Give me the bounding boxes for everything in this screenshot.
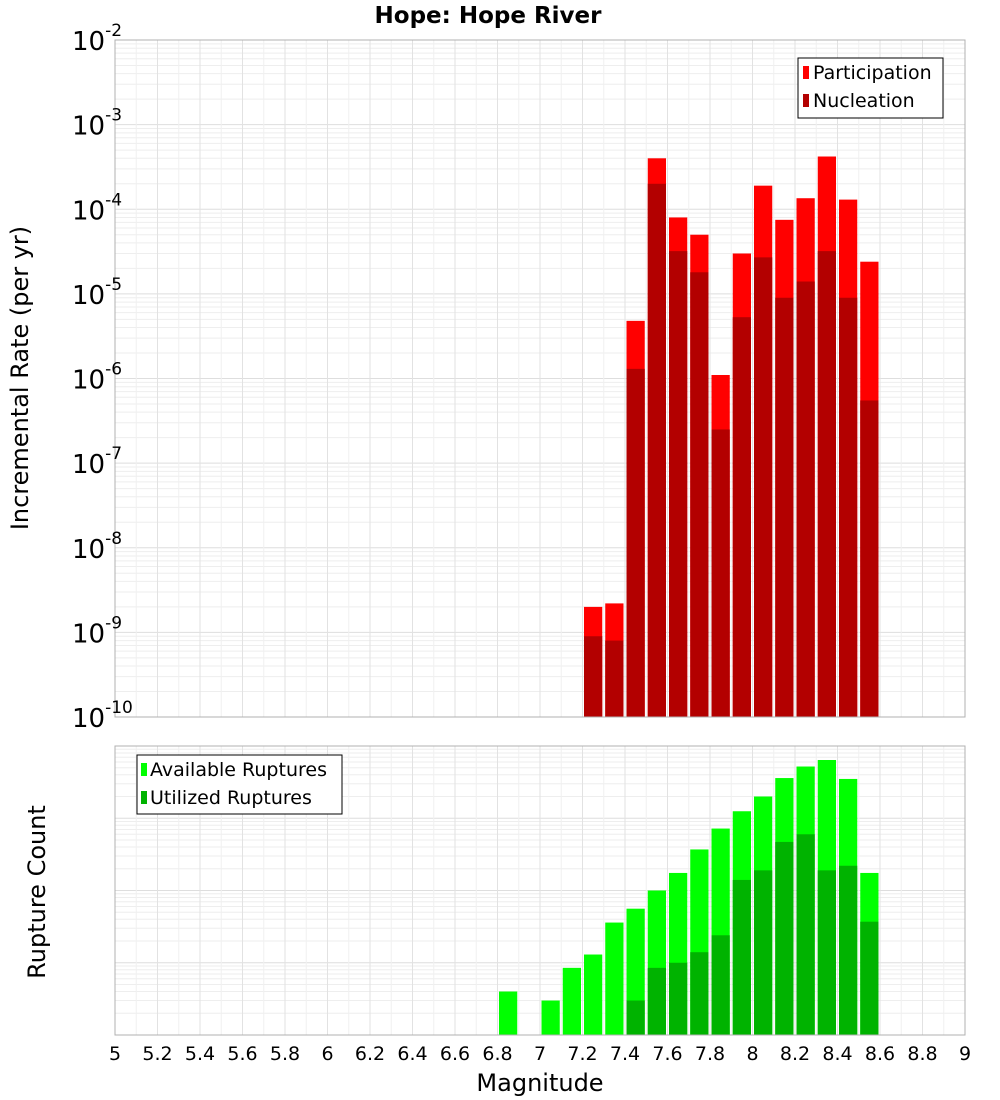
top-y-axis-label: Incremental Rate (per yr) bbox=[6, 226, 34, 530]
x-tick-label: 6 bbox=[321, 1043, 333, 1065]
x-tick-label: 7 bbox=[534, 1043, 546, 1065]
chart-title: Hope: Hope River bbox=[375, 3, 603, 29]
nucleation-bar bbox=[711, 429, 730, 717]
top-y-tick-label: 10-6 bbox=[72, 360, 122, 396]
utilized-ruptures-bar bbox=[711, 935, 730, 1035]
bottom-plot-border bbox=[114, 745, 966, 1036]
legend-label-utilized-ruptures: Utilized Ruptures bbox=[150, 787, 312, 809]
available-ruptures-bar bbox=[605, 922, 624, 1035]
nucleation-bar bbox=[732, 317, 751, 717]
available-ruptures-bar bbox=[562, 967, 581, 1035]
top-grid bbox=[114, 40, 966, 718]
top-legend-box bbox=[797, 57, 944, 119]
x-tick-label: 8.2 bbox=[780, 1043, 810, 1065]
x-tick-label: 6.6 bbox=[440, 1043, 470, 1065]
nucleation-bar bbox=[775, 297, 794, 717]
nucleation-bar bbox=[605, 640, 624, 717]
top-y-tick-label: 10-2 bbox=[72, 21, 122, 57]
bottom-bars bbox=[499, 760, 879, 1035]
x-tick-label: 5.4 bbox=[185, 1043, 215, 1065]
nucleation-bar bbox=[690, 272, 709, 717]
x-tick-label: 8.4 bbox=[822, 1043, 852, 1065]
x-tick-label: 8 bbox=[746, 1043, 758, 1065]
x-tick-label: 8.8 bbox=[907, 1043, 937, 1065]
legend-swatch-participation bbox=[803, 66, 809, 79]
utilized-ruptures-bar bbox=[817, 870, 836, 1035]
x-tick-label: 5.6 bbox=[227, 1043, 257, 1065]
top-y-tick-label: 10-7 bbox=[72, 444, 122, 480]
nucleation-bar bbox=[754, 257, 773, 717]
nucleation-bar bbox=[860, 400, 879, 717]
utilized-ruptures-bar bbox=[860, 921, 879, 1035]
x-tick-label: 5.2 bbox=[142, 1043, 172, 1065]
bottom-y-axis-label: Rupture Count bbox=[23, 805, 51, 979]
top-y-tick-label: 10-3 bbox=[72, 106, 122, 142]
nucleation-bar bbox=[669, 251, 688, 717]
legend-label-participation: Participation bbox=[813, 62, 932, 84]
nucleation-bar bbox=[584, 636, 603, 717]
top-legend: Participation Nucleation bbox=[797, 57, 944, 119]
top-y-ticks: 10-10 10-9 10-8 10-7 10-6 10-5 10-4 10-3 10-2 bbox=[72, 21, 133, 734]
x-tick-label: 7.4 bbox=[610, 1043, 640, 1065]
x-tick-label: 6.4 bbox=[397, 1043, 427, 1065]
x-tick-label: 6.8 bbox=[482, 1043, 512, 1065]
utilized-ruptures-bar bbox=[626, 1000, 645, 1035]
x-tick-label: 7.6 bbox=[652, 1043, 682, 1065]
x-tick-label: 8.6 bbox=[865, 1043, 895, 1065]
nucleation-bar bbox=[839, 297, 858, 717]
legend-label-nucleation: Nucleation bbox=[813, 90, 915, 112]
top-plot-border bbox=[114, 39, 966, 718]
utilized-ruptures-bar bbox=[669, 962, 688, 1035]
top-y-tick-label: 10-9 bbox=[72, 613, 122, 649]
available-ruptures-bar bbox=[541, 1000, 560, 1035]
available-ruptures-bar bbox=[499, 991, 518, 1035]
top-y-tick-label: 10-5 bbox=[72, 275, 122, 311]
x-tick-label: 9 bbox=[959, 1043, 971, 1065]
utilized-ruptures-bar bbox=[796, 834, 815, 1035]
utilized-ruptures-bar bbox=[754, 870, 773, 1035]
top-panel: 10-10 10-9 10-8 10-7 10-6 10-5 10-4 10-3 10-2 In… bbox=[6, 21, 966, 734]
x-tick-label: 5.8 bbox=[270, 1043, 300, 1065]
top-y-tick-label: 10-8 bbox=[72, 529, 122, 565]
nucleation-bar bbox=[626, 368, 645, 717]
bottom-legend: Available Ruptures Utilized Ruptures bbox=[136, 754, 343, 815]
nucleation-bar bbox=[817, 251, 836, 717]
nucleation-bar bbox=[647, 183, 666, 717]
utilized-ruptures-bar bbox=[690, 952, 709, 1035]
utilized-ruptures-bar bbox=[839, 865, 858, 1035]
nucleation-bar bbox=[796, 281, 815, 717]
legend-label-available-ruptures: Available Ruptures bbox=[150, 759, 327, 781]
legend-swatch-available-ruptures bbox=[141, 763, 147, 776]
x-ticks: 5 5.2 5.4 5.6 5.8 6 6.2 6.4 6.6 6.8 7 7.2 7.4 7.6 7.8 8… bbox=[109, 1043, 971, 1065]
x-axis-label: Magnitude bbox=[476, 1069, 603, 1097]
utilized-ruptures-bar bbox=[647, 967, 666, 1035]
utilized-ruptures-bar bbox=[775, 841, 794, 1035]
legend-swatch-utilized-ruptures bbox=[141, 791, 147, 804]
x-tick-label: 7.2 bbox=[567, 1043, 597, 1065]
x-tick-label: 7.8 bbox=[695, 1043, 725, 1065]
bottom-panel: 5 5.2 5.4 5.6 5.8 6 6.2 6.4 6.6 6.8 7 7.2 7.4 7.6 7.8 8… bbox=[23, 745, 971, 1097]
top-y-tick-label: 10-4 bbox=[72, 190, 122, 226]
x-tick-label: 5 bbox=[109, 1043, 121, 1065]
top-y-tick-label: 10-10 bbox=[72, 698, 133, 734]
utilized-ruptures-bar bbox=[732, 879, 751, 1035]
x-tick-label: 6.2 bbox=[355, 1043, 385, 1065]
available-ruptures-bar bbox=[584, 954, 603, 1035]
bottom-legend-box bbox=[136, 754, 343, 815]
legend-swatch-nucleation bbox=[803, 94, 809, 107]
top-bars bbox=[584, 156, 879, 718]
